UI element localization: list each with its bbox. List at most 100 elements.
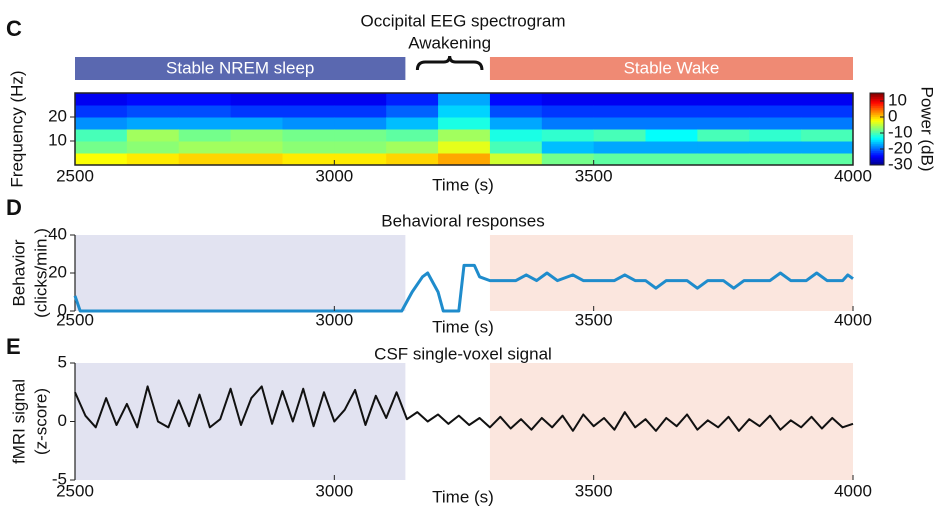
heatmap-cell xyxy=(593,117,647,130)
heatmap-cell xyxy=(126,129,180,142)
heatmap-cell xyxy=(541,105,595,118)
colorbar-step xyxy=(870,100,884,103)
heatmap-cell xyxy=(801,117,854,130)
heatmap-cell xyxy=(749,105,802,118)
y-tick-label: -5 xyxy=(52,469,67,488)
y-axis-label: Behavior xyxy=(9,239,28,306)
x-tick-label: 2500 xyxy=(56,310,94,329)
panel-title: CSF single-voxel signal xyxy=(374,344,552,363)
colorbar-tick-label: -10 xyxy=(888,122,913,141)
heatmap-cell xyxy=(541,129,595,142)
colorbar-step xyxy=(870,138,884,141)
colorbar-step xyxy=(870,102,884,105)
heatmap-cell xyxy=(75,141,128,154)
heatmap-cell xyxy=(126,93,180,106)
y-tick-label: 5 xyxy=(58,352,67,371)
heatmap-cell xyxy=(489,105,543,118)
heatmap-cell xyxy=(697,105,750,118)
heatmap-cell xyxy=(438,93,491,106)
colorbar-step xyxy=(870,123,884,126)
colorbar-step xyxy=(870,141,884,144)
period-bar xyxy=(75,57,406,80)
x-tick-label: 3000 xyxy=(315,166,353,185)
colorbar-step xyxy=(870,114,884,117)
heatmap-cell xyxy=(697,153,750,166)
x-tick-label: 2500 xyxy=(56,166,94,185)
colorbar-step xyxy=(870,125,884,128)
heatmap-cell xyxy=(489,141,543,154)
colorbar-step xyxy=(870,157,884,161)
x-tick-label: 4000 xyxy=(834,481,872,500)
heatmap-cell xyxy=(489,117,543,130)
heatmap-cell xyxy=(178,117,232,130)
heatmap-cell xyxy=(230,105,283,118)
colorbar-step xyxy=(870,94,884,98)
panel-letter: C xyxy=(6,16,22,41)
y-tick-label: 0 xyxy=(58,300,67,319)
heatmap-cell xyxy=(75,153,128,166)
x-axis-label: Time (s) xyxy=(432,487,494,506)
y-tick-label: 20 xyxy=(48,262,67,281)
heatmap-cell xyxy=(282,141,335,154)
heatmap-cell xyxy=(645,129,698,142)
x-tick-label: 3000 xyxy=(315,481,353,500)
colorbar-step xyxy=(870,107,884,110)
x-tick-label: 2500 xyxy=(56,481,94,500)
heatmap-cell xyxy=(178,153,232,166)
heatmap-cell xyxy=(749,141,802,154)
colorbar-step xyxy=(870,96,884,99)
colorbar-step xyxy=(870,109,884,112)
y-tick-label: 0 xyxy=(58,411,67,430)
colorbar-tick-label: 0 xyxy=(888,106,897,125)
heatmap-cell xyxy=(75,93,128,106)
heatmap-cell xyxy=(386,93,439,106)
colorbar-step xyxy=(870,111,884,114)
x-tick-label: 3500 xyxy=(575,310,613,329)
data-line xyxy=(74,385,854,432)
heatmap-cell xyxy=(489,93,543,106)
heatmap-cell xyxy=(593,153,647,166)
colorbar-step xyxy=(870,139,884,143)
colorbar-step xyxy=(870,93,884,96)
heatmap-cell xyxy=(749,153,802,166)
panel-letter: E xyxy=(6,334,21,359)
colorbar-step xyxy=(870,161,884,164)
y-axis-label: (clicks/min.) xyxy=(31,228,50,318)
colorbar-step xyxy=(870,136,884,139)
y-tick-label: 40 xyxy=(48,224,67,243)
heatmap-cell xyxy=(489,153,543,166)
colorbar-step xyxy=(870,145,884,148)
x-axis-label: Time (s) xyxy=(432,175,494,194)
heatmap-cell xyxy=(126,141,180,154)
colorbar-step xyxy=(870,147,884,150)
heatmap-cell xyxy=(593,141,647,154)
colorbar-step xyxy=(870,120,884,123)
x-tick-label: 3000 xyxy=(315,310,353,329)
heatmap-cell xyxy=(282,105,335,118)
heatmap-cell xyxy=(801,93,854,106)
colorbar-step xyxy=(870,118,884,121)
colorbar-step xyxy=(870,154,884,157)
panel-letter: D xyxy=(6,195,22,220)
period-shade xyxy=(489,235,853,311)
heatmap-cell xyxy=(593,105,647,118)
heatmap-cell xyxy=(801,129,854,142)
colorbar-step xyxy=(870,129,884,132)
heatmap-cell xyxy=(334,105,387,118)
heatmap-cell xyxy=(749,129,802,142)
heatmap-cell xyxy=(230,153,283,166)
colorbar-step xyxy=(870,156,884,159)
heatmap-cell xyxy=(334,129,387,142)
heatmap-cell xyxy=(178,129,232,142)
colorbar-step xyxy=(870,127,884,130)
colorbar-step xyxy=(870,143,884,146)
heatmap-cell xyxy=(541,117,595,130)
x-tick-label: 3500 xyxy=(575,481,613,500)
heatmap-cell xyxy=(801,105,854,118)
colorbar-step xyxy=(870,159,884,162)
heatmap-cell xyxy=(334,153,387,166)
panel-title: Behavioral responses xyxy=(381,211,544,230)
colorbar-step xyxy=(870,152,884,155)
heatmap-cell xyxy=(438,117,491,130)
heatmap-cell xyxy=(541,93,595,106)
